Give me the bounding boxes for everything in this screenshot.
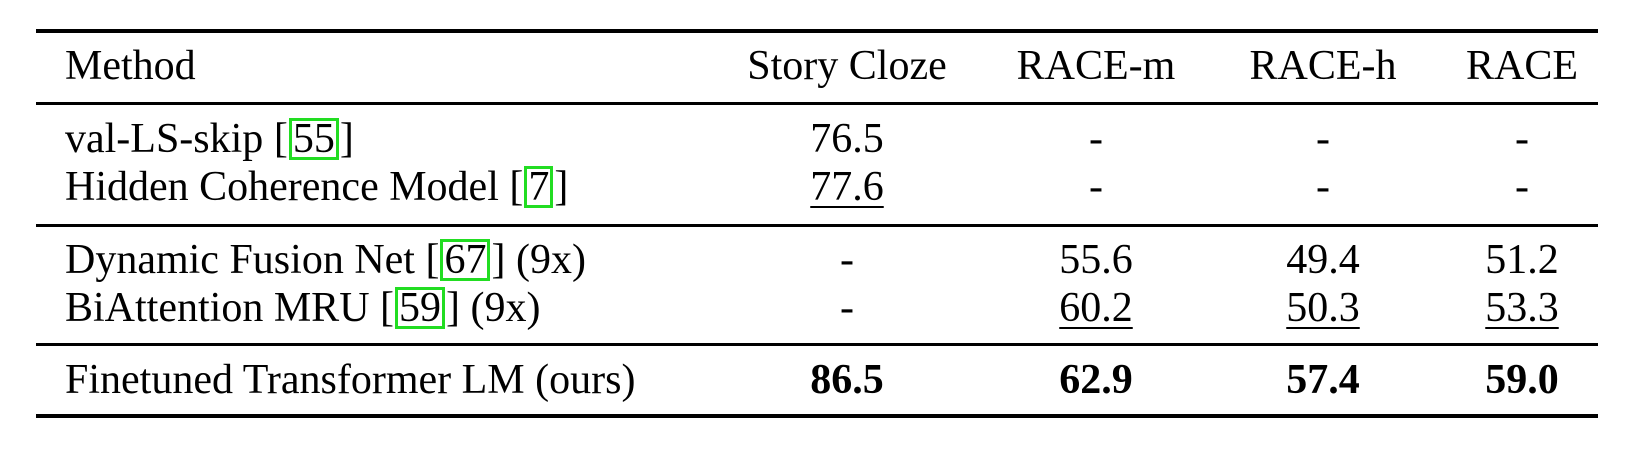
- value-race-m: 62.9: [1059, 357, 1133, 403]
- value-story-cloze: -: [840, 285, 854, 331]
- underlined-value: 53.3: [1485, 285, 1559, 331]
- header-rule: [36, 102, 1598, 105]
- value-race: -: [1515, 164, 1529, 210]
- bottom-rule: [36, 414, 1598, 418]
- row-method: Hidden Coherence Model [7]: [65, 164, 569, 210]
- value-story-cloze: 76.5: [810, 116, 884, 162]
- group-rule: [36, 343, 1598, 346]
- citation-link[interactable]: 7: [524, 166, 554, 208]
- row-method: Dynamic Fusion Net [67] (9x): [65, 237, 586, 283]
- value-story-cloze: 86.5: [810, 357, 884, 403]
- value-race-h: 49.4: [1286, 237, 1360, 283]
- method-name: val-LS-skip: [65, 116, 264, 162]
- value-race-h: 57.4: [1286, 357, 1360, 403]
- value-race-m: -: [1089, 116, 1103, 162]
- citation-link[interactable]: 59: [395, 287, 446, 329]
- header-race-h: RACE-h: [1249, 43, 1397, 89]
- method-name: BiAttention MRU: [65, 285, 370, 331]
- underlined-value: 77.6: [810, 164, 884, 210]
- value-race-h: -: [1316, 116, 1330, 162]
- value-race: 59.0: [1485, 357, 1559, 403]
- value-story-cloze: 77.6: [747, 163, 947, 211]
- citation-link[interactable]: 67: [440, 239, 491, 281]
- value-race-m: -: [1089, 164, 1103, 210]
- header-race: RACE: [1465, 43, 1578, 89]
- value-race: 53.3: [1422, 284, 1622, 332]
- group-rule: [36, 224, 1598, 227]
- row-method: Finetuned Transformer LM (ours): [65, 356, 635, 404]
- value-race-h: 50.3: [1223, 284, 1423, 332]
- method-suffix: (9x): [515, 237, 586, 283]
- row-method: val-LS-skip [55]: [65, 116, 354, 162]
- value-race: 51.2: [1485, 237, 1559, 283]
- method-name: Dynamic Fusion Net: [65, 237, 415, 283]
- citation-link[interactable]: 55: [288, 118, 339, 160]
- underlined-value: 60.2: [1059, 285, 1133, 331]
- header-story-cloze: Story Cloze: [747, 43, 947, 89]
- header-method: Method: [65, 43, 196, 89]
- top-rule: [36, 29, 1598, 33]
- underlined-value: 50.3: [1286, 285, 1360, 331]
- value-race-m: 55.6: [1059, 237, 1133, 283]
- value-race-m: 60.2: [996, 284, 1196, 332]
- method-suffix: (9x): [470, 285, 541, 331]
- value-story-cloze: -: [840, 237, 854, 283]
- method-name: Hidden Coherence Model: [65, 164, 499, 210]
- method-name: Finetuned Transformer LM (ours): [65, 357, 636, 403]
- header-race-m: RACE-m: [1016, 43, 1176, 89]
- value-race-h: -: [1316, 164, 1330, 210]
- value-race: -: [1515, 116, 1529, 162]
- row-method: BiAttention MRU [59] (9x): [65, 285, 541, 331]
